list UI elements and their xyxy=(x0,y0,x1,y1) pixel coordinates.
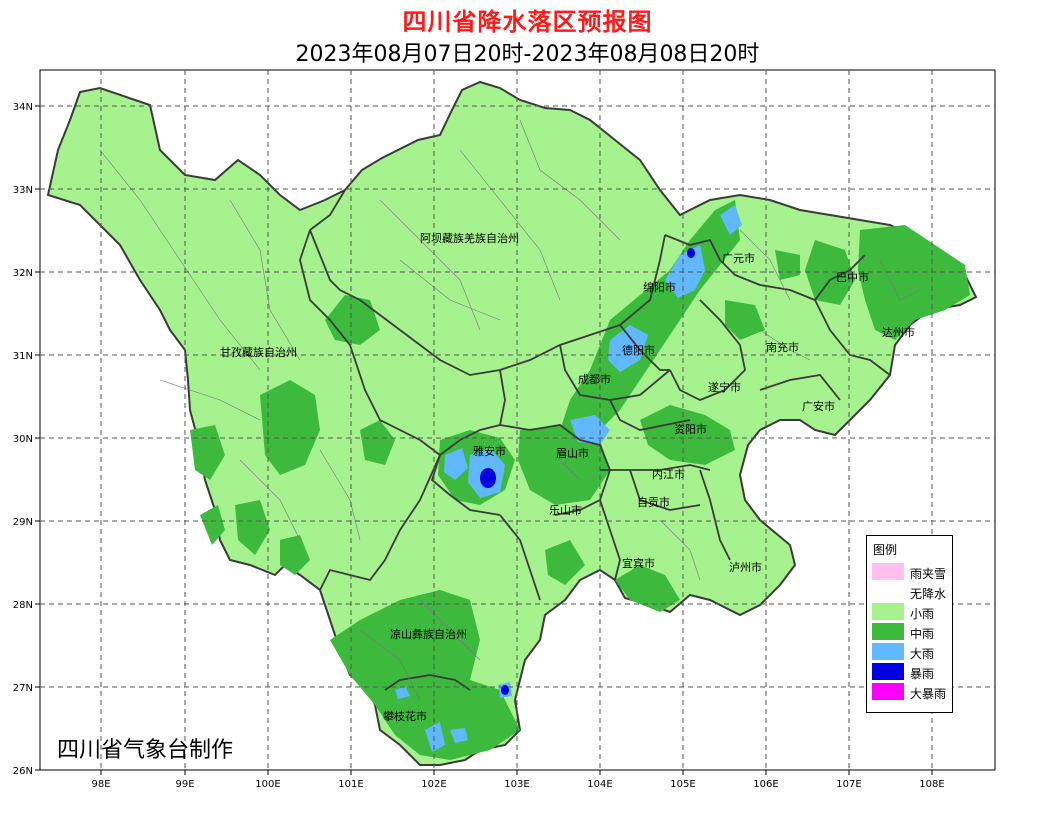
legend-swatch-sleet xyxy=(872,563,904,580)
latitude-labels: 34N 33N 32N 31N 30N 29N 28N 27N 26N xyxy=(13,102,33,777)
region-label: 资阳市 xyxy=(674,422,707,436)
lon-label: 108E xyxy=(919,779,944,790)
prefecture-boundaries xyxy=(299,189,891,691)
lon-label: 104E xyxy=(587,779,612,790)
region-label: 广安市 xyxy=(802,399,835,413)
legend: 图例 雨夹雪 无降水 小雨 中雨 大雨 暴雨 大暴雨 xyxy=(866,535,953,713)
legend-label: 无降水 xyxy=(910,587,947,601)
region-label: 自贡市 xyxy=(637,495,670,509)
legend-label: 中雨 xyxy=(910,627,935,641)
region-label: 泸州市 xyxy=(729,560,762,574)
sichuan-province-shape xyxy=(46,80,978,766)
lon-label: 105E xyxy=(670,779,695,790)
legend-swatch-no-rain xyxy=(872,583,904,600)
lat-label: 33N xyxy=(13,185,33,196)
tick-marks xyxy=(35,105,933,775)
region-label: 绵阳市 xyxy=(643,280,676,294)
lat-label: 34N xyxy=(13,102,33,113)
region-label: 眉山市 xyxy=(556,446,589,460)
legend-item: 暴雨 xyxy=(872,663,950,681)
region-label: 甘孜藏族自治州 xyxy=(220,345,297,359)
lat-label: 29N xyxy=(13,517,33,528)
legend-title: 图例 xyxy=(873,543,898,557)
lon-label: 102E xyxy=(421,779,446,790)
lat-label: 32N xyxy=(13,268,33,279)
legend-label: 暴雨 xyxy=(910,667,935,681)
lon-label: 100E xyxy=(255,779,280,790)
lon-label: 101E xyxy=(338,779,363,790)
lat-label: 31N xyxy=(13,351,33,362)
region-label: 内江市 xyxy=(652,467,685,481)
region-label: 乐山市 xyxy=(549,503,582,517)
lon-label: 98E xyxy=(91,779,110,790)
legend-item: 中雨 xyxy=(872,623,950,641)
lon-label: 99E xyxy=(175,779,194,790)
region-label: 成都市 xyxy=(578,372,611,386)
producer-credit: 四川省气象台制作 xyxy=(57,738,234,763)
legend-item: 无降水 xyxy=(872,583,950,601)
legend-item: 大雨 xyxy=(872,643,950,661)
legend-swatch-light-rain xyxy=(872,603,904,620)
lat-label: 27N xyxy=(13,683,33,694)
legend-swatch-rainstorm xyxy=(872,663,904,680)
legend-swatch-heavy-rain xyxy=(872,643,904,660)
legend-label: 小雨 xyxy=(910,607,935,621)
legend-label: 大雨 xyxy=(910,647,935,661)
region-label: 巴中市 xyxy=(836,270,869,284)
map-title: 四川省降水落区预报图 xyxy=(402,8,653,36)
legend-label: 雨夹雪 xyxy=(910,567,947,581)
region-label: 阿坝藏族羌族自治州 xyxy=(420,231,519,245)
lon-label: 106E xyxy=(753,779,778,790)
region-label: 攀枝花市 xyxy=(383,709,427,723)
region-label: 遂宁市 xyxy=(708,380,741,394)
rainstorm-areas xyxy=(480,248,695,695)
legend-label: 大暴雨 xyxy=(910,687,947,701)
map-subtitle: 2023年08月07日20时-2023年08月08日20时 xyxy=(295,42,760,67)
region-labels: 阿坝藏族羌族自治州 甘孜藏族自治州 凉山彝族自治州 广元市 绵阳市 巴中市 达州… xyxy=(220,231,915,723)
region-label: 德阳市 xyxy=(622,343,655,357)
region-label: 南充市 xyxy=(766,340,799,354)
region-label: 凉山彝族自治州 xyxy=(390,627,467,641)
lat-label: 30N xyxy=(13,434,33,445)
legend-item: 小雨 xyxy=(872,603,950,621)
region-label: 广元市 xyxy=(722,251,755,265)
graticule xyxy=(40,70,995,770)
region-label: 宜宾市 xyxy=(622,556,655,570)
region-label: 达州市 xyxy=(882,325,915,339)
legend-item: 大暴雨 xyxy=(872,683,950,701)
region-label: 雅安市 xyxy=(473,444,506,458)
longitude-labels: 98E 99E 100E 101E 102E 103E 104E 105E 10… xyxy=(91,779,944,790)
lat-label: 28N xyxy=(13,600,33,611)
lat-label: 26N xyxy=(13,766,33,777)
lon-label: 107E xyxy=(836,779,861,790)
county-boundaries xyxy=(99,119,921,701)
legend-swatch-heavy-rainstorm xyxy=(872,683,904,700)
lon-label: 103E xyxy=(504,779,529,790)
legend-swatch-moderate-rain xyxy=(872,623,904,640)
legend-item: 雨夹雪 xyxy=(872,563,950,581)
